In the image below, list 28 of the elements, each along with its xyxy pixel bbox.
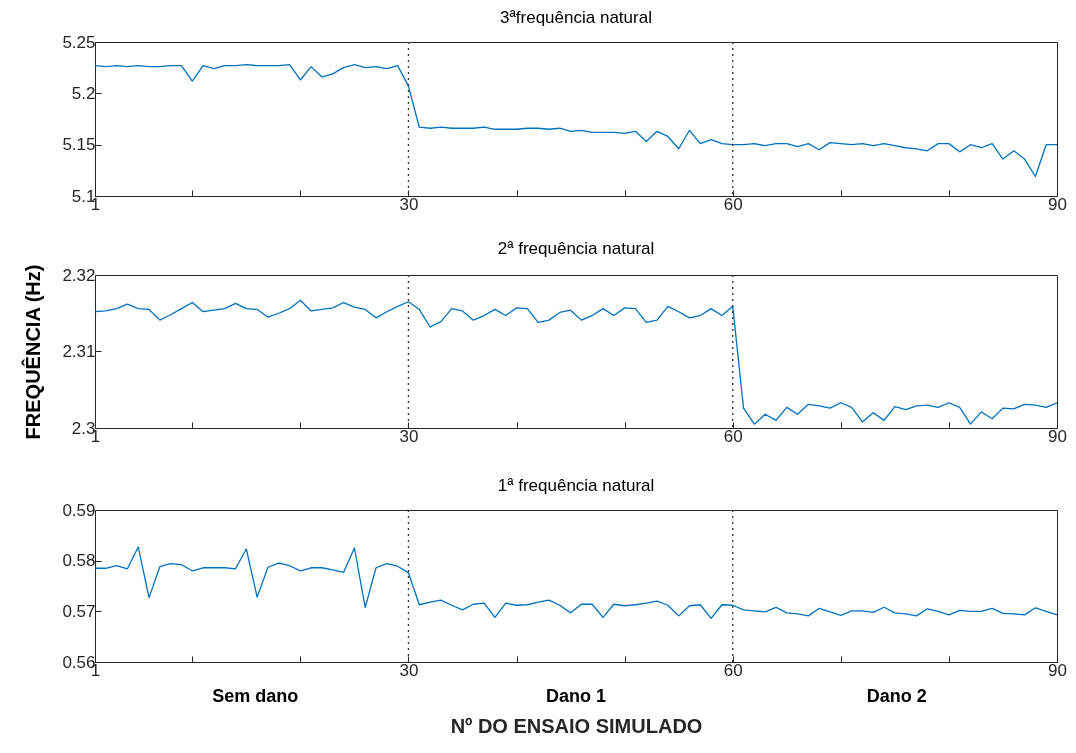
- chart-title: 3ªfrequência natural: [500, 8, 652, 27]
- x-tick-label: 90: [1048, 660, 1067, 680]
- text: Dano 1: [545, 686, 607, 706]
- x-tick-label: 90: [1048, 426, 1067, 446]
- chart-title: 2ª frequência natural: [497, 238, 655, 258]
- y-tick-label: 0.58: [62, 551, 96, 571]
- x-tick-label: 30: [399, 660, 419, 680]
- line-series: [95, 299, 1057, 425]
- y-tick-label: 2.32: [62, 265, 96, 285]
- x-tick-label: 30: [399, 426, 419, 446]
- y-tick-label: 5.15: [62, 135, 96, 155]
- line-series: [95, 546, 1057, 620]
- y-tick-label: 0.57: [62, 601, 96, 621]
- chart-title: 1ª frequência natural: [497, 476, 655, 495]
- line-series: [95, 63, 1057, 178]
- x-tick-label: 60: [723, 660, 743, 680]
- text: Dano 2: [866, 686, 927, 706]
- y-axis-title: FREQUÊNCIA (Hz): [21, 264, 45, 440]
- y-tick-label: 5.2: [71, 83, 96, 103]
- y-tick-label: 0.59: [62, 500, 96, 520]
- x-tick-label: 60: [723, 194, 743, 214]
- x-tick-label: 30: [399, 194, 419, 214]
- x-axis-title: Nº DO ENSAIO SIMULADO: [450, 714, 703, 737]
- y-tick-label: 2.31: [62, 342, 96, 361]
- text: Sem dano: [212, 686, 299, 706]
- y-tick-label: 5.25: [62, 32, 96, 52]
- x-tick-label: 60: [723, 426, 743, 446]
- x-tick-label: 90: [1048, 194, 1067, 214]
